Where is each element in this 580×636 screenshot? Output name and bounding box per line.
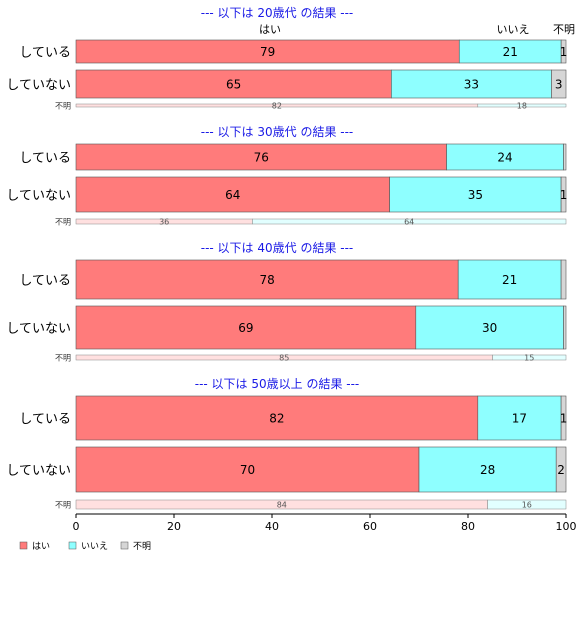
data-label: 82: [269, 412, 284, 426]
column-header: はい: [259, 23, 281, 36]
row-label: している: [19, 412, 71, 427]
bar-segment: [560, 259, 567, 300]
group-title: --- 以下は 30歳代 の結果 ---: [201, 125, 354, 139]
data-label: 2: [557, 463, 565, 477]
row-label: 不明: [55, 218, 71, 227]
row-label: 不明: [55, 354, 71, 363]
row-label: 不明: [55, 102, 71, 111]
bar-segment: [415, 305, 564, 350]
data-label: 82: [272, 102, 282, 111]
bar-segment: [252, 218, 567, 225]
row-label: している: [19, 46, 71, 61]
data-label: 3: [555, 78, 563, 92]
bar-segment: [457, 259, 562, 300]
x-tick-label: 0: [73, 520, 80, 533]
row-label: 不明: [55, 501, 71, 510]
data-label: 17: [512, 412, 527, 426]
data-label: 78: [259, 273, 274, 287]
data-label: 35: [468, 188, 483, 202]
bar-segment: [487, 499, 567, 510]
data-label: 24: [497, 151, 512, 165]
data-label: 30: [482, 321, 497, 335]
x-tick-label: 100: [556, 520, 577, 533]
data-label: 33: [464, 78, 479, 92]
bar-segment: [75, 395, 479, 441]
legend-swatch: [19, 541, 28, 550]
x-tick-label: 80: [461, 520, 475, 533]
bar-segment: [418, 446, 557, 493]
group-title: --- 以下は 50歳以上 の結果 ---: [195, 377, 360, 391]
bar-segment: [492, 354, 567, 361]
bar-segment: [551, 69, 567, 99]
data-label: 1: [560, 412, 568, 426]
bar-segment: [477, 395, 562, 441]
data-label: 76: [254, 151, 269, 165]
x-tick-label: 40: [265, 520, 279, 533]
data-label: 16: [522, 501, 532, 510]
row-label: していない: [6, 189, 71, 204]
bar-segment: [560, 39, 567, 64]
data-label: 69: [238, 321, 253, 335]
bar-segment: [75, 446, 420, 493]
data-label: 18: [517, 102, 527, 111]
row-label: している: [19, 274, 71, 289]
data-label: 28: [480, 463, 495, 477]
data-label: 65: [226, 78, 241, 92]
legend-label: はい: [32, 541, 50, 552]
data-label: 21: [502, 273, 517, 287]
data-label: 1: [560, 45, 568, 59]
legend-label: いいえ: [81, 541, 108, 552]
bar-segment: [75, 143, 447, 171]
bar-segment: [75, 305, 417, 350]
data-label: 21: [503, 45, 518, 59]
bar-segment: [563, 143, 567, 171]
bar-segment: [391, 69, 552, 99]
group-title: --- 以下は 20歳代 の結果 ---: [201, 6, 354, 20]
column-header: いいえ: [497, 23, 530, 36]
column-header: 不明: [553, 23, 575, 36]
legend-swatch: [68, 541, 77, 550]
bar-segment: [477, 103, 567, 108]
legend-label: 不明: [133, 541, 151, 552]
row-label: していない: [6, 78, 71, 93]
data-label: 64: [404, 218, 414, 227]
data-label: 85: [279, 354, 289, 363]
data-label: 84: [277, 501, 287, 510]
data-label: 70: [240, 463, 255, 477]
bar-segment: [389, 176, 562, 213]
bar-segment: [75, 176, 390, 213]
data-label: 36: [159, 218, 169, 227]
data-label: 64: [225, 188, 240, 202]
legend-swatch: [120, 541, 129, 550]
data-label: 1: [560, 188, 568, 202]
bar-segment: [75, 259, 459, 300]
bar-segment: [563, 305, 567, 350]
row-label: していない: [6, 464, 71, 479]
bar-segment: [555, 446, 567, 493]
bar-segment: [560, 395, 567, 441]
x-tick-label: 20: [167, 520, 181, 533]
group-title: --- 以下は 40歳代 の結果 ---: [201, 241, 354, 255]
bar-segment: [560, 176, 567, 213]
data-label: 79: [260, 45, 275, 59]
x-tick-label: 60: [363, 520, 377, 533]
data-label: 15: [524, 354, 534, 363]
row-label: していない: [6, 322, 71, 337]
row-label: している: [19, 151, 71, 166]
